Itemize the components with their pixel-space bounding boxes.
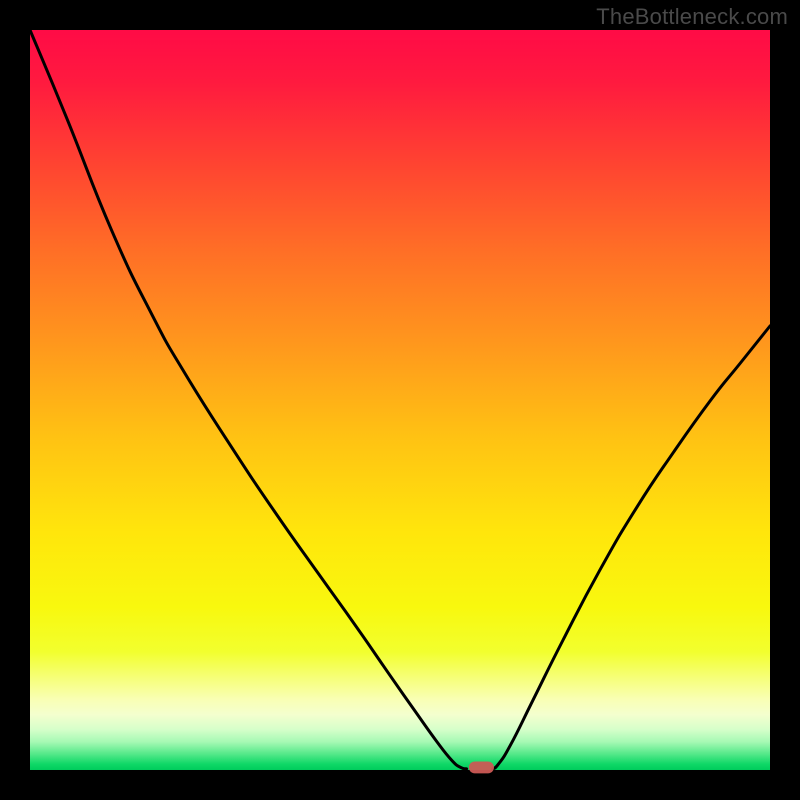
bottleneck-marker <box>469 761 494 773</box>
watermark-text: TheBottleneck.com <box>596 4 788 30</box>
chart-stage: TheBottleneck.com <box>0 0 800 800</box>
bottleneck-chart <box>0 0 800 800</box>
chart-background <box>30 30 770 770</box>
